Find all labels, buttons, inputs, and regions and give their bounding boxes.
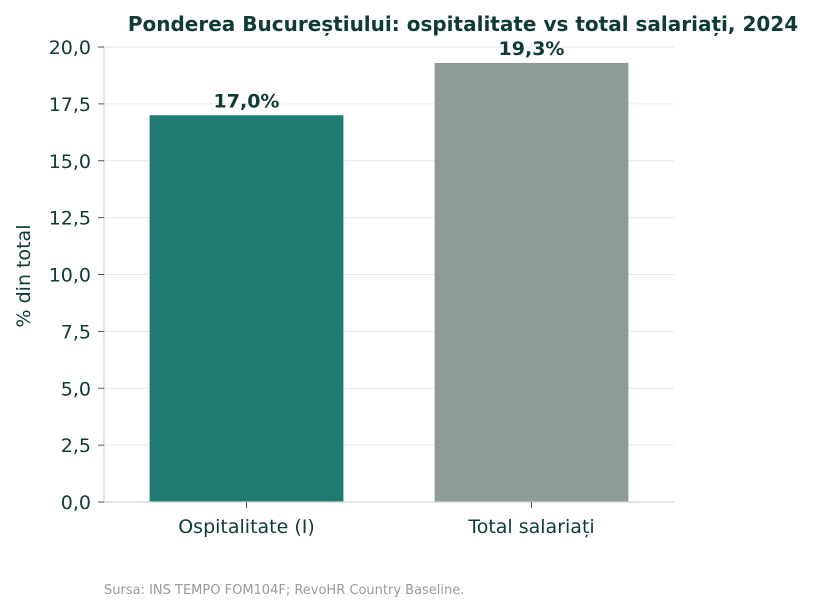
y-axis-label: % din total (13, 225, 35, 328)
bar (149, 115, 344, 502)
data-labels: 17,0% 19,3% (214, 38, 565, 112)
bar (434, 62, 629, 503)
bars (149, 62, 629, 503)
bar-value-label: 19,3% (499, 38, 565, 60)
y-tick-label: 0,0 (61, 492, 91, 514)
y-tick-label: 5,0 (61, 378, 91, 400)
x-tick-label: Ospitalitate (I) (178, 516, 315, 538)
y-tick-label: 2,5 (61, 435, 91, 457)
y-tick-label: 15,0 (49, 151, 91, 173)
y-tick-label: 12,5 (49, 208, 91, 230)
y-tick-label: 17,5 (49, 94, 91, 116)
x-tick-label: Total salariați (467, 516, 594, 538)
y-tick-label: 20,0 (49, 37, 91, 59)
bar-value-label: 17,0% (214, 90, 280, 112)
y-tick-label: 10,0 (49, 265, 91, 287)
source-note: Sursa: INS TEMPO FOM104F; RevoHR Country… (104, 583, 464, 598)
y-axis-ticks: 0,0 2,5 5,0 7,5 10,0 12,5 15,0 17,5 20,0 (49, 37, 104, 514)
chart-title: Ponderea Bucureștiului: ospitalitate vs … (128, 12, 798, 36)
x-axis-ticks: Ospitalitate (I) Total salariați (178, 502, 595, 538)
y-tick-label: 7,5 (61, 321, 91, 343)
